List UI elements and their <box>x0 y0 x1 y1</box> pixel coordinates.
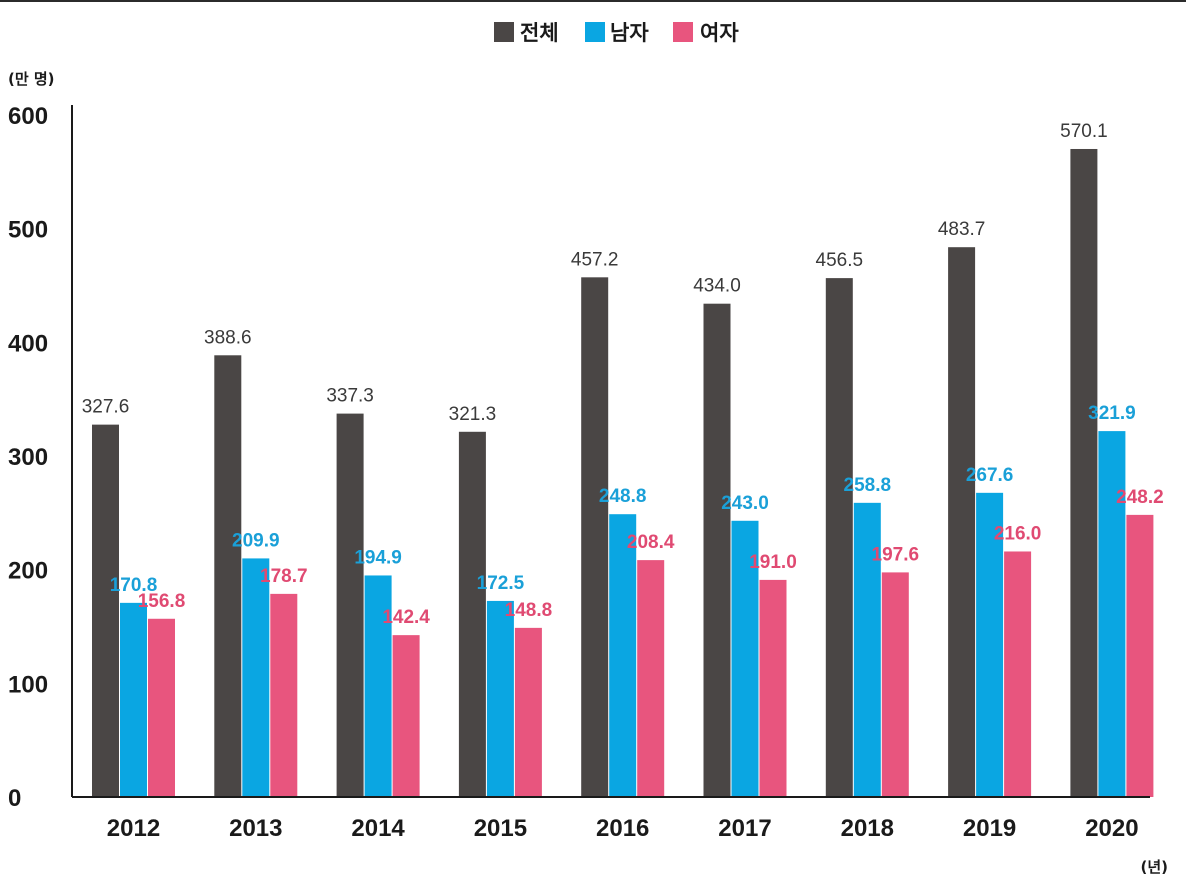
data-label-전체-2012: 327.6 <box>82 397 130 418</box>
data-label-남자-2015: 172.5 <box>477 573 525 594</box>
data-label-남자-2018: 258.8 <box>844 475 892 496</box>
x-tick-label: 2017 <box>718 815 771 842</box>
bar-남자-2019 <box>976 492 1004 797</box>
data-label-전체-2015: 321.3 <box>449 404 497 425</box>
data-label-남자-2012: 170.8 <box>110 575 158 596</box>
data-label-남자-2019: 267.6 <box>966 465 1014 486</box>
data-label-여자-2012: 156.8 <box>138 591 186 612</box>
data-label-전체-2014: 337.3 <box>326 386 374 407</box>
data-label-전체-2016: 457.2 <box>571 249 619 270</box>
bar-여자-2016 <box>637 560 665 797</box>
x-tick-label: 2018 <box>841 815 894 842</box>
x-tick-label: 2012 <box>107 815 160 842</box>
bar-여자-2018 <box>881 572 909 797</box>
bar-남자-2016 <box>609 514 637 797</box>
bar-전체-2015 <box>458 431 486 797</box>
bar-series <box>92 148 1154 797</box>
y-axis-unit-label: (만 명) <box>8 70 55 88</box>
bar-전체-2013 <box>214 355 242 797</box>
bar-전체-2018 <box>825 278 853 797</box>
bar-전체-2020 <box>1070 148 1098 797</box>
y-tick-label: 400 <box>8 330 48 357</box>
bar-남자-2013 <box>242 558 270 797</box>
y-axis-ticks: 0 100 200 300 400 500 600 <box>8 103 48 812</box>
data-label-여자-2016: 208.4 <box>627 532 675 553</box>
data-label-여자-2013: 178.7 <box>260 566 308 587</box>
data-label-전체-2019: 483.7 <box>938 219 986 240</box>
y-tick-label: 600 <box>8 103 48 130</box>
bar-남자-2018 <box>853 502 881 797</box>
data-label-여자-2018: 197.6 <box>872 544 920 565</box>
data-label-여자-2015: 148.8 <box>505 600 553 621</box>
data-label-전체-2013: 388.6 <box>204 327 252 348</box>
legend-swatch-2 <box>585 22 605 42</box>
data-label-여자-2019: 216.0 <box>994 523 1042 544</box>
data-label-남자-2013: 209.9 <box>232 530 280 551</box>
data-label-전체-2020: 570.1 <box>1060 121 1108 142</box>
bar-전체-2012 <box>92 424 119 797</box>
x-tick-label: 2016 <box>596 815 649 842</box>
bar-남자-2017 <box>731 520 759 797</box>
data-label-여자-2014: 142.4 <box>382 607 430 628</box>
data-label-남자-2017: 243.0 <box>721 493 769 514</box>
top-border-line <box>0 0 1186 2</box>
x-tick-label: 2015 <box>474 815 527 842</box>
y-tick-label: 0 <box>8 785 21 812</box>
x-tick-label: 2019 <box>963 815 1016 842</box>
bar-여자-2013 <box>270 593 298 797</box>
bar-남자-2020 <box>1098 431 1126 797</box>
y-tick-label: 300 <box>8 444 48 471</box>
data-label-전체-2017: 434.0 <box>693 276 741 297</box>
legend-label-3: 여자 <box>700 21 739 45</box>
bar-남자-2012 <box>120 602 147 797</box>
data-label-여자-2017: 191.0 <box>749 552 797 573</box>
bar-남자-2015 <box>486 600 514 797</box>
y-tick-label: 100 <box>8 671 48 698</box>
data-label-여자-2020: 248.2 <box>1116 487 1164 508</box>
x-tick-label: 2013 <box>229 815 282 842</box>
bar-여자-2019 <box>1004 551 1032 797</box>
legend-label-2: 남자 <box>610 21 649 45</box>
data-label-남자-2016: 248.8 <box>599 486 647 507</box>
x-tick-label: 2014 <box>351 815 405 842</box>
data-label-남자-2020: 321.9 <box>1088 403 1136 424</box>
x-axis-ticks: 2012 2013 2014 2015 2016 2017 2018 2019 2020 <box>107 815 1139 842</box>
bar-여자-2015 <box>514 627 542 797</box>
bar-전체-2019 <box>948 247 976 797</box>
bar-전체-2016 <box>581 277 609 797</box>
y-tick-label: 200 <box>8 558 48 585</box>
bar-여자-2017 <box>759 579 787 797</box>
legend-label-1: 전체 <box>520 21 559 45</box>
data-label-남자-2014: 194.9 <box>354 547 402 568</box>
x-axis-unit-label: (년) <box>1140 858 1168 876</box>
legend-swatch-1 <box>494 22 514 42</box>
legend: 전체 남자 여자 <box>494 21 739 45</box>
y-tick-label: 500 <box>8 217 48 244</box>
data-label-전체-2018: 456.5 <box>816 250 864 271</box>
bar-전체-2014 <box>336 413 364 797</box>
bar-여자-2014 <box>392 635 420 797</box>
x-tick-label: 2020 <box>1085 815 1138 842</box>
bar-여자-2020 <box>1126 514 1154 797</box>
bar-남자-2014 <box>364 575 392 797</box>
bar-여자-2012 <box>148 618 175 797</box>
bar-전체-2017 <box>703 303 731 797</box>
legend-swatch-3 <box>673 22 693 42</box>
